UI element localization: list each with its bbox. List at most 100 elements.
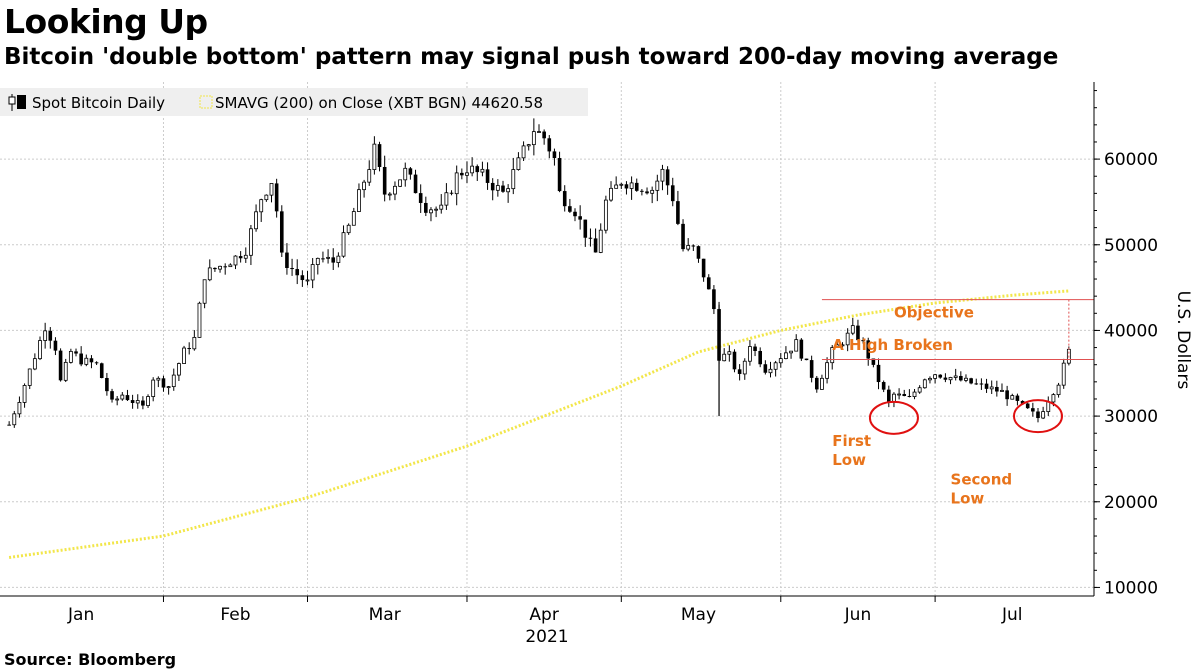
candle: [424, 196, 428, 217]
candle: [995, 380, 999, 397]
candle: [742, 358, 747, 380]
candle-body-up: [22, 385, 27, 403]
candle: [748, 340, 752, 366]
candle: [814, 375, 819, 393]
legend: Spot Bitcoin Daily SMAVG (200) on Close …: [0, 88, 588, 116]
candle: [881, 380, 886, 393]
candle: [619, 182, 624, 189]
candle-body-down: [321, 258, 325, 260]
candle-body-up: [989, 386, 994, 390]
candle-body-down: [547, 138, 552, 152]
candle: [933, 373, 938, 384]
candle-body-up: [840, 344, 845, 347]
candle: [130, 394, 135, 409]
candle: [706, 274, 711, 290]
candle: [1010, 393, 1015, 400]
candle: [537, 124, 541, 133]
candle-body-down: [809, 360, 814, 378]
candle: [341, 225, 346, 258]
candle: [789, 350, 793, 359]
candle: [99, 362, 104, 379]
candle-body-up: [84, 357, 89, 365]
candle: [274, 178, 279, 218]
candle-body-down: [696, 246, 701, 259]
x-axis-year-label: 2021: [525, 627, 568, 647]
candle-body-up: [264, 194, 269, 201]
candle-body-down: [979, 383, 984, 385]
candle-body-up: [310, 264, 315, 281]
candle-body-down: [110, 391, 114, 400]
candle: [310, 258, 315, 289]
candle: [315, 257, 320, 275]
candle-body-up: [254, 211, 258, 230]
candle: [418, 184, 423, 213]
candle: [676, 190, 680, 226]
candle-body-up: [845, 332, 850, 346]
candle: [115, 395, 120, 406]
candle: [336, 252, 341, 268]
candle-body-up: [928, 377, 932, 381]
candle-body-up: [897, 393, 901, 396]
candle-body-down: [290, 267, 294, 270]
candle-body-up: [778, 358, 783, 364]
candle: [12, 410, 17, 428]
candle-body-down: [593, 238, 598, 253]
candle-body-down: [161, 378, 166, 388]
annotation-second-low-1: Second: [951, 471, 1013, 489]
candle-body-up: [146, 396, 150, 406]
candle-body-down: [804, 358, 809, 361]
candle: [372, 136, 377, 175]
candle: [979, 378, 984, 390]
candle-body-down: [799, 339, 804, 359]
candle-body-up: [619, 183, 624, 186]
candle-body-up: [1051, 394, 1056, 403]
candle: [259, 198, 264, 222]
candle-body-down: [866, 340, 871, 359]
candle-body-down: [701, 258, 706, 278]
candle: [490, 178, 495, 201]
candle: [573, 208, 577, 222]
candle: [712, 285, 716, 315]
candle-body-down: [382, 166, 387, 195]
candle-body-down: [1020, 400, 1025, 404]
candle-body-down: [99, 363, 104, 378]
candle-body-down: [279, 211, 284, 253]
candle: [809, 355, 814, 383]
candle-body-up: [526, 144, 531, 147]
candle: [408, 166, 413, 180]
y-tick-label: 10000: [1104, 578, 1158, 598]
candle: [285, 243, 289, 275]
candle-body-up: [655, 180, 660, 191]
x-tick-label: Mar: [369, 605, 401, 625]
candle: [614, 176, 619, 189]
candle-body-up: [269, 183, 274, 196]
candle: [732, 349, 737, 373]
candle: [38, 336, 42, 361]
candle: [43, 322, 48, 349]
candle-body-down: [758, 350, 763, 365]
candle-body-down: [94, 362, 99, 364]
candle: [959, 371, 963, 382]
candle-body-up: [135, 400, 140, 404]
candle-body-up: [912, 391, 917, 398]
legend-sma-icon: [199, 95, 213, 109]
candle-body-up: [742, 360, 747, 375]
candle: [290, 258, 294, 276]
candle: [7, 421, 11, 426]
candle-body-up: [115, 398, 120, 401]
candle: [598, 223, 603, 254]
legend-sma-label: SMAVG (200) on Close (XBT BGN) 44620.58: [215, 94, 543, 112]
candle: [876, 358, 881, 390]
candle: [773, 360, 778, 377]
candle-body-up: [336, 255, 341, 263]
candle: [799, 338, 804, 361]
candle-body-up: [346, 224, 351, 234]
candle-body-up: [120, 394, 125, 400]
candle-body-down: [501, 185, 505, 192]
legend-background: [0, 88, 588, 116]
y-tick-label: 60000: [1104, 150, 1158, 170]
candle-body-up: [372, 143, 377, 170]
candle: [495, 179, 500, 197]
candle: [79, 346, 83, 367]
